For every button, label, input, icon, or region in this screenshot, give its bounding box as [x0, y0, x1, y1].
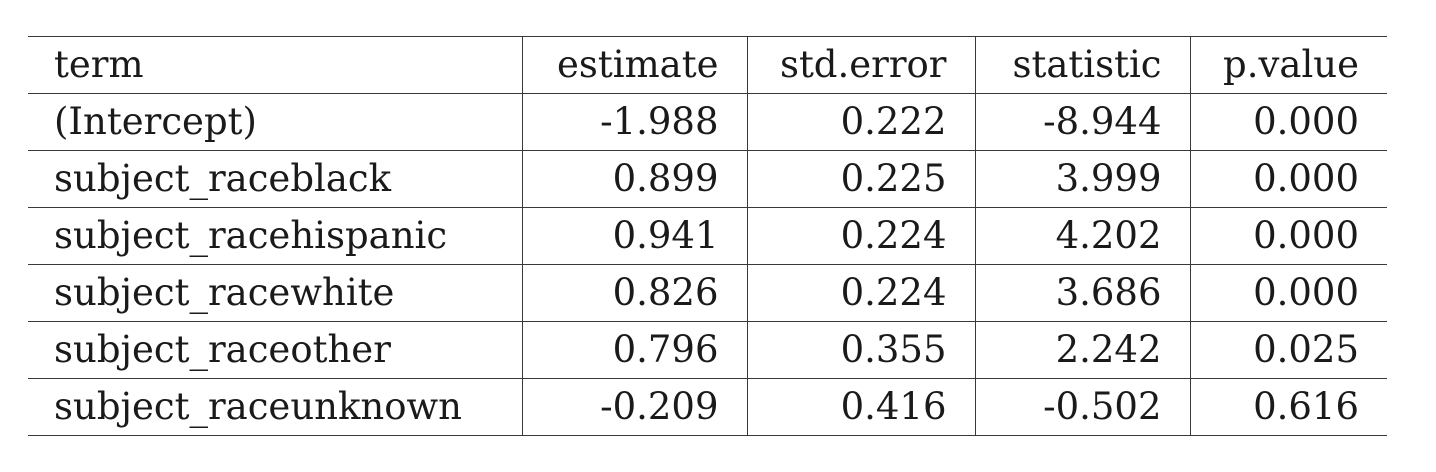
table-header-row: term estimate std.error statistic p.valu… — [28, 36, 1387, 94]
p-value-cell: 0.000 — [1189, 207, 1387, 265]
table-row: subject_raceblack 0.899 0.225 3.999 0.00… — [28, 150, 1387, 208]
p-value-cell: 0.000 — [1189, 264, 1387, 322]
statistic-cell: 3.999 — [974, 150, 1190, 208]
estimate-cell: 0.899 — [521, 150, 747, 208]
column-header-term: term — [28, 36, 522, 94]
p-value-cell: 0.025 — [1189, 321, 1387, 379]
std-error-cell: 0.224 — [746, 207, 975, 265]
column-header-estimate: estimate — [521, 36, 747, 94]
statistic-cell: 4.202 — [974, 207, 1190, 265]
estimate-cell: -1.988 — [521, 93, 747, 151]
statistic-cell: 3.686 — [974, 264, 1190, 322]
term-cell: subject_racehispanic — [28, 207, 522, 265]
p-value-cell: 0.000 — [1189, 93, 1387, 151]
column-header-std-error: std.error — [746, 36, 975, 94]
p-value-cell: 0.616 — [1189, 378, 1387, 436]
estimate-cell: -0.209 — [521, 378, 747, 436]
term-cell: subject_raceunknown — [28, 378, 522, 436]
estimate-cell: 0.826 — [521, 264, 747, 322]
std-error-cell: 0.416 — [746, 378, 975, 436]
p-value-cell: 0.000 — [1189, 150, 1387, 208]
statistic-cell: 2.242 — [974, 321, 1190, 379]
regression-table-container: term estimate std.error statistic p.valu… — [28, 36, 1387, 436]
table-row: subject_raceunknown -0.209 0.416 -0.502 … — [28, 378, 1387, 436]
table-row: subject_raceother 0.796 0.355 2.242 0.02… — [28, 321, 1387, 379]
estimate-cell: 0.941 — [521, 207, 747, 265]
table-row: (Intercept) -1.988 0.222 -8.944 0.000 — [28, 93, 1387, 151]
std-error-cell: 0.222 — [746, 93, 975, 151]
regression-results-table: term estimate std.error statistic p.valu… — [28, 36, 1387, 436]
term-cell: subject_racewhite — [28, 264, 522, 322]
std-error-cell: 0.355 — [746, 321, 975, 379]
term-cell: subject_raceother — [28, 321, 522, 379]
std-error-cell: 0.224 — [746, 264, 975, 322]
column-header-p-value: p.value — [1189, 36, 1387, 94]
std-error-cell: 0.225 — [746, 150, 975, 208]
column-header-statistic: statistic — [974, 36, 1190, 94]
term-cell: (Intercept) — [28, 93, 522, 151]
table-row: subject_racehispanic 0.941 0.224 4.202 0… — [28, 207, 1387, 265]
term-cell: subject_raceblack — [28, 150, 522, 208]
estimate-cell: 0.796 — [521, 321, 747, 379]
statistic-cell: -8.944 — [974, 93, 1190, 151]
statistic-cell: -0.502 — [974, 378, 1190, 436]
table-row: subject_racewhite 0.826 0.224 3.686 0.00… — [28, 264, 1387, 322]
